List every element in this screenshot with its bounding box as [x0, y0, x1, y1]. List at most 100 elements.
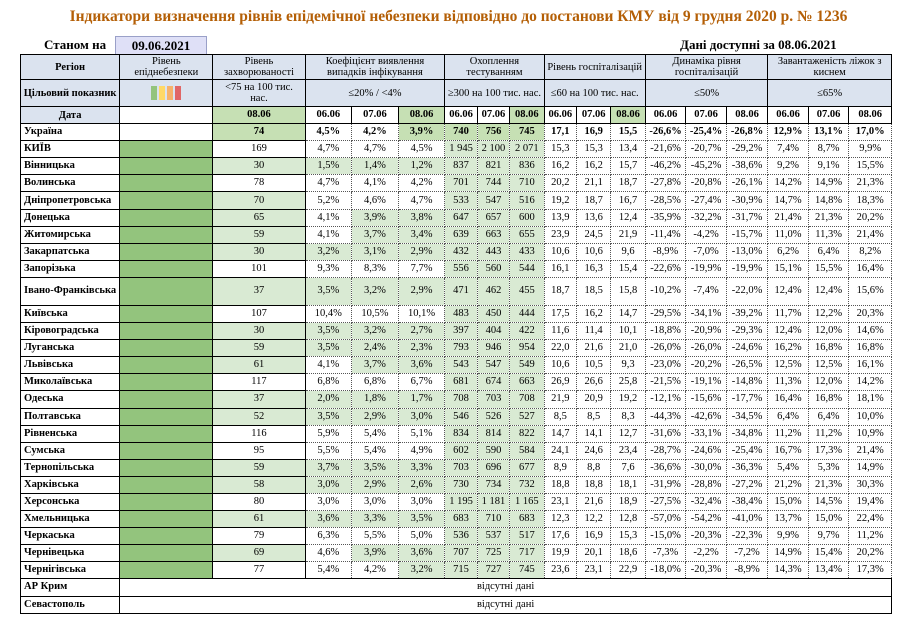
positivity-cell: 3,3%: [351, 510, 399, 529]
region-name: Вінницька: [19, 157, 121, 176]
hosp-cell: 9,3: [610, 356, 646, 375]
testing-cell: 600: [509, 208, 545, 227]
positivity-cell: 1,5%: [304, 157, 353, 176]
header-region: Регіон: [19, 54, 121, 80]
incidence-cell: 69: [212, 544, 306, 563]
hosp-dynamics-cell: -39,2%: [725, 304, 769, 324]
no-data-cell: відсутні дані: [119, 578, 892, 597]
hosp-dynamics-cell: -27,5%: [644, 492, 687, 512]
region-name: Севастополь: [19, 595, 121, 614]
testing-cell: 717: [509, 544, 545, 563]
hosp-cell: 9,6: [610, 242, 646, 261]
table-row: Харківська 58 3,0% 2,9% 2,6% 730 734 732 18,8 18,…: [19, 475, 892, 494]
testing-cell: 2 071: [509, 140, 545, 159]
positivity-cell: 5,0%: [397, 527, 446, 546]
testing-cell: 725: [476, 544, 511, 563]
hosp-dynamics-cell: -20,3%: [685, 527, 727, 546]
header-hosp-dynamics: Динаміка рівня госпіталізацій: [644, 54, 769, 80]
oxygen-cell: 13,1%: [807, 123, 850, 142]
positivity-cell: 4,5%: [304, 123, 353, 142]
positivity-cell: 3,9%: [351, 544, 399, 563]
no-data-cell: відсутні дані: [119, 595, 892, 614]
incidence-cell: 59: [212, 458, 306, 477]
hosp-cell: 18,5: [575, 276, 612, 306]
table-row: Херсонська 80 3,0% 3,0% 3,0% 1 195 1 181 1 165 2…: [19, 492, 892, 512]
hosp-cell: 20,9: [575, 390, 612, 409]
hosp-cell: 22,9: [610, 561, 646, 580]
oxygen-cell: 12,9%: [767, 123, 809, 142]
hosp-cell: 13,6: [575, 208, 612, 227]
hosp-dynamics-cell: -45,2%: [685, 157, 727, 176]
oxygen-cell: 14,2%: [848, 373, 892, 392]
testing-cell: 432: [444, 242, 478, 261]
header-hosp: Рівень госпіталізацій: [543, 54, 646, 80]
table-row: Одеська 37 2,0% 1,8% 1,7% 708 703 708 21,9 20,9 19…: [19, 390, 892, 409]
oxygen-cell: 21,4%: [848, 225, 892, 244]
hosp-dynamics-cell: -30,9%: [725, 191, 769, 210]
testing-cell: 663: [509, 373, 545, 392]
region-name: Івано-Франківська: [19, 276, 121, 306]
positivity-cell: 6,8%: [351, 373, 399, 392]
positivity-cell: 3,2%: [304, 242, 353, 261]
hosp-cell: 21,6: [575, 492, 612, 512]
testing-cell: 422: [509, 322, 545, 341]
testing-cell: 527: [509, 407, 545, 426]
hosp-cell: 21,9: [543, 390, 577, 409]
testing-cell: 536: [444, 527, 478, 546]
positivity-cell: 5,4%: [351, 424, 399, 443]
indicators-table: Регіон Рівень епіднебезпеки Рівень захво…: [19, 54, 892, 614]
hosp-cell: 26,6: [575, 373, 612, 392]
hosp-dynamics-cell: -20,9%: [685, 322, 727, 341]
table-row: Волинська 78 4,7% 4,1% 4,2% 701 744 710 20,2 21,1…: [19, 174, 892, 193]
positivity-cell: 5,1%: [397, 424, 446, 443]
region-name: Дніпропетровська: [19, 191, 121, 210]
positivity-cell: 2,6%: [397, 475, 446, 494]
testing-cell: 444: [509, 304, 545, 324]
hosp-dynamics-cell: -20,3%: [685, 561, 727, 580]
testing-cell: 708: [444, 390, 478, 409]
header-row-1: Регіон Рівень епіднебезпеки Рівень захво…: [19, 54, 892, 80]
positivity-cell: 4,5%: [397, 140, 446, 159]
hosp-cell: 15,3: [610, 527, 646, 546]
testing-cell: 703: [444, 458, 478, 477]
table-row: Запорізька 101 9,3% 8,3% 7,7% 556 560 544 16,1 16…: [19, 259, 892, 278]
hosp-dynamics-cell: -54,2%: [685, 510, 727, 529]
testing-cell: 677: [509, 458, 545, 477]
target-hosp-dynamics: ≤50%: [644, 79, 769, 107]
oxygen-cell: 20,3%: [848, 304, 892, 324]
oxygen-cell: 22,4%: [848, 510, 892, 529]
table-row: КИЇВ 169 4,7% 4,7% 4,5% 1 945 2 100 2 071 15,3 15…: [19, 140, 892, 159]
hosp-dynamics-cell: -26,8%: [725, 123, 769, 142]
level-cell: [119, 510, 214, 529]
date-cell: 08.06: [610, 105, 646, 125]
positivity-cell: 6,8%: [304, 373, 353, 392]
header-oxygen: Завантаженість ліжок з киснем: [767, 54, 892, 80]
hosp-cell: 18,7: [543, 276, 577, 306]
hosp-dynamics-cell: -36,6%: [644, 458, 687, 477]
oxygen-cell: 15,0%: [767, 492, 809, 512]
testing-cell: 639: [444, 225, 478, 244]
table-row: Севастополь відсутні дані: [19, 595, 892, 614]
testing-cell: 683: [509, 510, 545, 529]
positivity-cell: 5,5%: [351, 527, 399, 546]
incidence-cell: 70: [212, 191, 306, 210]
header-positivity: Коефіцієнт виявлення випадків інфікуванн…: [304, 54, 446, 80]
hosp-dynamics-cell: -28,5%: [644, 191, 687, 210]
date-cell: 06.06: [444, 105, 478, 125]
region-name: Київська: [19, 304, 121, 324]
testing-cell: 397: [444, 322, 478, 341]
hosp-dynamics-cell: -30,0%: [685, 458, 727, 477]
positivity-cell: 10,5%: [351, 304, 399, 324]
testing-cell: 657: [476, 208, 511, 227]
oxygen-cell: 14,5%: [807, 492, 850, 512]
positivity-cell: 1,8%: [351, 390, 399, 409]
positivity-cell: 2,9%: [351, 407, 399, 426]
testing-cell: 954: [509, 339, 545, 358]
hosp-dynamics-cell: -14,8%: [725, 373, 769, 392]
positivity-cell: 3,7%: [351, 225, 399, 244]
testing-cell: 708: [509, 390, 545, 409]
table-row: Хмельницька 61 3,6% 3,3% 3,5% 683 710 683 12,3 12…: [19, 510, 892, 529]
region-name: Харківська: [19, 475, 121, 494]
positivity-cell: 3,6%: [304, 510, 353, 529]
level-cell: [119, 339, 214, 358]
